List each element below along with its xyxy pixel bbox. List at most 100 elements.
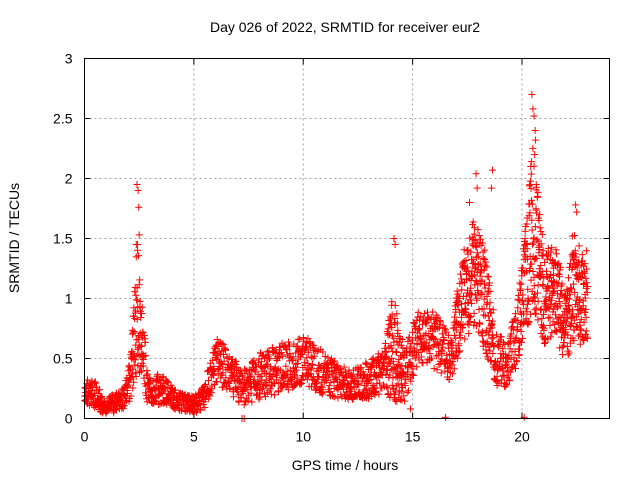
data-point bbox=[446, 351, 454, 359]
data-point bbox=[581, 308, 589, 316]
data-point bbox=[318, 383, 326, 391]
data-point bbox=[286, 342, 294, 350]
data-point bbox=[225, 377, 233, 385]
data-point bbox=[527, 196, 535, 204]
x-tick-label: 10 bbox=[295, 429, 311, 445]
data-point bbox=[455, 348, 463, 356]
data-point bbox=[511, 335, 519, 343]
data-point bbox=[480, 280, 488, 288]
data-point bbox=[555, 259, 563, 267]
data-point bbox=[302, 338, 310, 346]
data-point bbox=[527, 170, 535, 178]
data-point bbox=[134, 187, 142, 194]
data-point bbox=[419, 359, 427, 367]
data-point bbox=[579, 336, 587, 344]
data-point bbox=[219, 350, 227, 358]
data-point bbox=[528, 240, 536, 248]
data-point bbox=[473, 294, 481, 302]
data-point bbox=[531, 127, 539, 134]
data-point bbox=[390, 334, 398, 342]
data-point bbox=[434, 313, 442, 321]
data-point bbox=[452, 326, 460, 334]
data-point bbox=[409, 328, 417, 336]
data-point bbox=[479, 248, 487, 256]
data-point bbox=[135, 281, 143, 289]
data-point bbox=[530, 112, 538, 120]
data-point bbox=[120, 390, 128, 398]
data-point bbox=[583, 279, 591, 287]
data-point bbox=[552, 311, 560, 319]
data-point bbox=[222, 346, 230, 354]
data-point bbox=[502, 380, 510, 388]
y-tick-label: 0 bbox=[65, 411, 73, 427]
data-point bbox=[583, 288, 591, 296]
data-point bbox=[533, 236, 541, 244]
data-point bbox=[513, 323, 521, 331]
data-point bbox=[526, 252, 534, 260]
data-point bbox=[531, 223, 539, 231]
data-point bbox=[577, 325, 585, 333]
data-point bbox=[507, 330, 515, 338]
data-point bbox=[215, 338, 223, 346]
data-point bbox=[469, 218, 477, 226]
data-point bbox=[479, 239, 487, 247]
data-point bbox=[528, 200, 536, 208]
data-point bbox=[222, 374, 230, 382]
data-point bbox=[310, 352, 318, 360]
y-tick-label: 1 bbox=[65, 291, 73, 307]
data-point bbox=[556, 298, 564, 306]
data-point bbox=[452, 305, 460, 313]
data-point bbox=[267, 390, 275, 398]
data-point bbox=[560, 334, 568, 342]
data-point bbox=[527, 163, 535, 170]
data-point bbox=[582, 274, 590, 282]
data-point bbox=[346, 384, 354, 392]
data-point bbox=[385, 330, 393, 338]
data-point bbox=[413, 363, 421, 371]
data-point bbox=[473, 249, 481, 257]
y-tick-labels: 0 0.5 1 1.5 2 2.5 3 bbox=[53, 51, 73, 427]
data-point bbox=[549, 288, 557, 296]
data-point bbox=[524, 285, 532, 293]
data-point bbox=[391, 241, 399, 248]
data-point bbox=[244, 397, 252, 405]
data-point bbox=[210, 362, 218, 370]
data-point bbox=[219, 341, 227, 349]
data-point bbox=[472, 170, 480, 178]
data-point bbox=[455, 340, 463, 348]
data-point bbox=[113, 406, 121, 414]
data-point bbox=[136, 308, 144, 316]
data-point bbox=[517, 327, 525, 335]
data-point bbox=[348, 373, 356, 381]
data-point bbox=[470, 259, 478, 267]
axis-ticks bbox=[84, 58, 610, 419]
data-point bbox=[391, 314, 399, 322]
data-point bbox=[570, 337, 578, 345]
data-point bbox=[410, 371, 418, 379]
data-point bbox=[241, 365, 249, 373]
data-point bbox=[532, 304, 540, 312]
data-point bbox=[468, 290, 476, 298]
data-point bbox=[450, 313, 458, 321]
y-axis-label: SRMTID / TECUs bbox=[6, 183, 22, 293]
data-point bbox=[387, 315, 395, 323]
data-point bbox=[261, 393, 269, 401]
data-point bbox=[388, 311, 396, 319]
data-point bbox=[581, 260, 589, 268]
data-point bbox=[536, 211, 544, 219]
data-point bbox=[572, 201, 580, 209]
data-point bbox=[469, 235, 477, 243]
data-point bbox=[271, 380, 279, 388]
data-point bbox=[213, 378, 221, 386]
data-point bbox=[252, 363, 260, 371]
data-point bbox=[381, 347, 389, 355]
data-point bbox=[547, 271, 555, 279]
data-point bbox=[416, 334, 424, 342]
data-point bbox=[459, 261, 467, 269]
data-point bbox=[545, 304, 553, 312]
data-point bbox=[381, 344, 389, 352]
data-point bbox=[572, 323, 580, 331]
data-point bbox=[409, 365, 417, 373]
data-point bbox=[462, 276, 470, 284]
data-point bbox=[137, 314, 145, 322]
